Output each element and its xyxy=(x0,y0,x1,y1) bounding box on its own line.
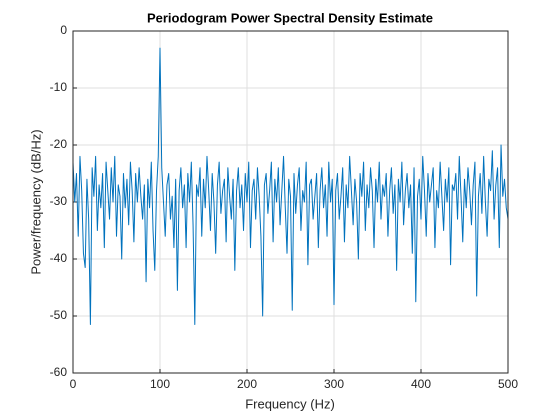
x-tick-label: 400 xyxy=(411,377,431,391)
x-tick-label: 500 xyxy=(498,377,518,391)
axes-box xyxy=(72,30,509,374)
x-axis-label: Frequency (Hz) xyxy=(245,396,335,411)
y-axis-label: Power/frequency (dB/Hz) xyxy=(28,129,43,274)
data-line xyxy=(72,47,509,326)
y-tick-label: -20 xyxy=(50,137,68,151)
y-tick-label: -50 xyxy=(50,308,68,322)
x-tick-label: 100 xyxy=(150,377,170,391)
y-tick-label: 0 xyxy=(60,23,67,37)
y-tick-label: -30 xyxy=(50,194,68,208)
y-tick-label: -40 xyxy=(50,251,68,265)
x-tick-label: 0 xyxy=(70,377,77,391)
x-tick-label: 200 xyxy=(237,377,257,391)
y-tick-label: -60 xyxy=(50,365,68,379)
chart-title: Periodogram Power Spectral Density Estim… xyxy=(147,10,433,25)
y-tick-label: -10 xyxy=(50,80,68,94)
x-tick-label: 300 xyxy=(324,377,344,391)
